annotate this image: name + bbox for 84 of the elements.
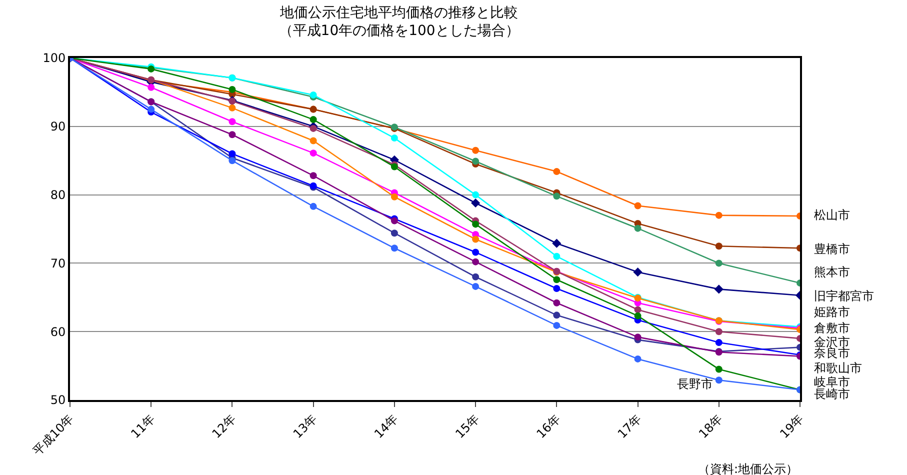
point xyxy=(715,376,722,384)
chart-subtitle: （平成10年の価格を100とした場合） xyxy=(278,23,520,39)
point xyxy=(714,284,724,294)
chart-title: 地価公示住宅地平均価格の推移と比較 xyxy=(279,4,518,21)
x-tick-label: 14年 xyxy=(372,412,401,442)
point xyxy=(553,192,560,200)
point xyxy=(715,366,722,373)
point xyxy=(553,285,560,292)
point xyxy=(472,191,480,198)
x-tick-label: 19年 xyxy=(777,412,806,442)
x-tick-label: 12年 xyxy=(209,412,239,442)
y-tick-label: 100 xyxy=(42,51,66,66)
y-tick-label: 80 xyxy=(50,188,66,202)
point xyxy=(390,244,398,252)
y-tick-label: 50 xyxy=(50,393,66,408)
point xyxy=(472,146,480,154)
point xyxy=(390,193,398,200)
point xyxy=(633,268,642,277)
annotation: 金沢市 xyxy=(814,335,850,349)
point xyxy=(553,168,560,176)
point xyxy=(310,172,317,180)
point xyxy=(310,202,317,210)
annotation: 長野市 xyxy=(677,377,713,391)
point xyxy=(715,339,722,346)
annotation: 奈良市 xyxy=(814,346,850,360)
point xyxy=(472,236,480,243)
annotation: 松山市 xyxy=(814,208,850,222)
point xyxy=(228,104,236,112)
point xyxy=(634,202,642,210)
x-tick-label: 18年 xyxy=(696,412,726,442)
x-tick-label: 16年 xyxy=(534,412,564,442)
point xyxy=(390,230,398,237)
y-tick-label: 90 xyxy=(50,120,66,134)
point xyxy=(553,252,560,260)
point xyxy=(228,118,236,126)
point xyxy=(553,322,560,329)
point xyxy=(553,276,560,284)
annotation: 岐阜市 xyxy=(814,375,850,389)
point xyxy=(472,248,480,256)
annotation: 豊橋市 xyxy=(814,242,850,256)
x-tick-label: 13年 xyxy=(290,412,320,442)
point xyxy=(228,131,236,138)
point xyxy=(228,86,236,93)
text: 和歌山市 xyxy=(814,361,862,375)
point xyxy=(472,220,480,228)
point xyxy=(472,158,480,165)
annotation: 倉敷市 xyxy=(814,321,850,335)
text: 熊本市 xyxy=(814,265,850,279)
point xyxy=(228,150,236,158)
point xyxy=(310,124,317,132)
point xyxy=(148,106,155,113)
point xyxy=(310,91,317,98)
point xyxy=(715,212,722,219)
point xyxy=(148,84,155,91)
point xyxy=(471,198,480,208)
point xyxy=(553,312,560,319)
point xyxy=(552,238,562,248)
text: （資料:地価公示） xyxy=(698,462,798,475)
point xyxy=(634,224,642,232)
annotation: 旧宇都宮市 xyxy=(814,289,874,303)
x-tick-label: 11年 xyxy=(128,412,158,442)
point xyxy=(310,137,317,144)
point xyxy=(472,258,480,266)
point xyxy=(553,299,560,306)
y-tick-label: 60 xyxy=(50,324,66,339)
point xyxy=(715,260,722,267)
point xyxy=(634,334,642,341)
x-tick-label: 平成10年 xyxy=(30,412,76,458)
point xyxy=(634,312,642,320)
point xyxy=(472,282,480,290)
annotation: 長崎市 xyxy=(814,387,850,401)
point xyxy=(715,328,722,336)
point xyxy=(310,116,317,124)
point xyxy=(634,355,642,362)
point xyxy=(472,273,480,280)
text: 姫路市 xyxy=(814,305,850,319)
point xyxy=(715,242,722,250)
point xyxy=(390,134,398,142)
y-tick-label: 70 xyxy=(50,256,66,270)
point xyxy=(634,306,642,314)
point xyxy=(310,150,317,157)
x-tick-label: 15年 xyxy=(452,412,482,442)
x-tick-label: 17年 xyxy=(614,412,644,442)
point xyxy=(228,157,236,164)
